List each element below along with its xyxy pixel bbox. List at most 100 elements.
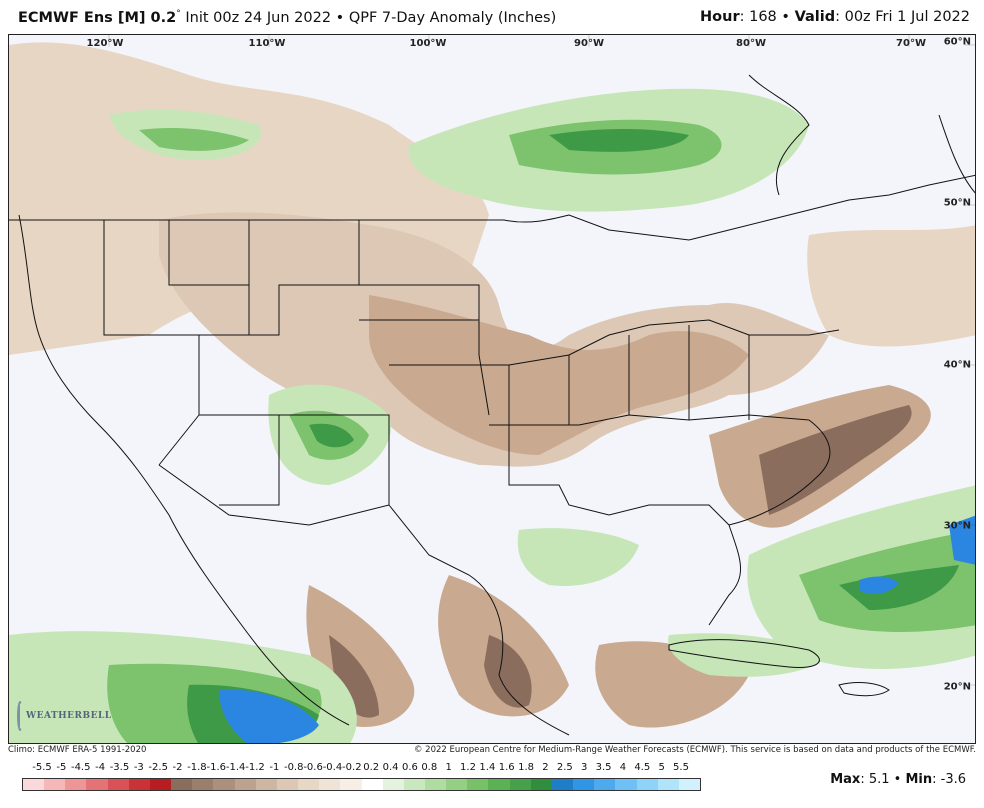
hour-value: : 168 • [739, 9, 795, 25]
colorbar-swatch [234, 779, 256, 790]
credits-line: Climo: ECMWF ERA-5 1991-2020 © 2022 Euro… [8, 745, 976, 759]
colorbar-tick-label: -5 [56, 762, 67, 773]
colorbar-swatch [446, 779, 468, 790]
colorbar-tick-label: -2.5 [148, 762, 168, 773]
title-right: Hour: 168 • Valid: 00z Fri 1 Jul 2022 [700, 9, 970, 25]
colorbar-tick-label: -0.8 [283, 762, 304, 773]
lon-label-110w: 110°W [248, 38, 286, 49]
colorbar-swatch [530, 779, 552, 790]
logo-swirl-icon [17, 701, 23, 731]
colorbar-swatch [403, 779, 425, 790]
colorbar-tick-label: -1.4 [225, 762, 246, 773]
colorbar-swatch [361, 779, 383, 790]
separator: • [331, 9, 349, 26]
colorbar-swatch [44, 779, 66, 790]
lon-label-70w: 70°W [896, 38, 926, 49]
logo-text: WEATHERBELL [26, 711, 112, 721]
lon-label-90w: 90°W [574, 38, 604, 49]
colorbar-tick-label: 0.4 [382, 762, 399, 773]
colorbar-tick-label: -4.5 [70, 762, 91, 773]
colorbar-swatch [636, 779, 658, 790]
lat-label-20n: 20°N [943, 681, 971, 693]
lon-label-100w: 100°W [409, 38, 447, 49]
colorbar-tick-label: -5.5 [32, 762, 52, 773]
colorbar-swatch [594, 779, 616, 790]
min-label: Min [905, 772, 933, 787]
colorbar-tick-label: 1 [445, 762, 452, 773]
colorbar-swatch [678, 779, 700, 790]
colorbar-swatch [382, 779, 404, 790]
wet-anomaly-layer [9, 88, 975, 743]
colorbar-swatch [551, 779, 574, 790]
colorbar-tick-label: 5 [658, 762, 665, 773]
colorbar-swatch [65, 779, 87, 790]
colorbar-swatch [192, 779, 214, 790]
colorbar-tick-label: 4.5 [634, 762, 651, 773]
boundaries-layer [9, 74, 975, 736]
map-canvas [9, 35, 975, 743]
lon-label-80w: 80°W [736, 38, 766, 49]
colorbar-tick-label: -4 [95, 762, 106, 773]
colorbar-tick-label: -3.5 [109, 762, 130, 773]
colorbar-tick-label: -0.4 [322, 762, 343, 773]
colorbar-tick-label: 2.5 [556, 762, 573, 773]
colorbar-swatch [424, 779, 447, 790]
colorbar-swatches [22, 778, 701, 791]
colorbar-swatch [319, 779, 341, 790]
colorbar-swatch [86, 779, 108, 790]
colorbar-tick-label: 1.2 [460, 762, 476, 773]
colorbar-tick-label: -1.2 [245, 762, 265, 773]
weatherbell-logo: WEATHERBELL [17, 697, 111, 735]
min-value: : -3.6 [932, 772, 966, 787]
colorbar-swatch [171, 779, 193, 790]
lat-label-40n: 40°N [943, 359, 971, 371]
colorbar-swatch [255, 779, 277, 790]
product-name: QPF 7-Day Anomaly (Inches) [348, 9, 557, 26]
lat-label-50n: 50°N [943, 197, 971, 209]
title-left: ECMWF Ens [M] 0.2° Init 00z 24 Jun 2022 … [18, 9, 556, 26]
colorbar-swatch [276, 779, 299, 790]
colorbar-swatch [340, 779, 362, 790]
colorbar-swatch [128, 779, 150, 790]
colorbar-swatch [573, 779, 595, 790]
init-time: Init 00z 24 Jun 2022 [180, 9, 332, 26]
colorbar-swatch [298, 779, 320, 790]
colorbar-tick-labels: -5.5 -5 -4.5 -4 -3.5 -3 -2.5 -2 -1.8 -1.6 -1.4 -1.2… [22, 762, 722, 777]
valid-label: Valid [794, 9, 836, 25]
valid-value: : 00z Fri 1 Jul 2022 [835, 9, 970, 25]
colorbar-tick-label: -1.8 [187, 762, 207, 773]
colorbar-swatch [467, 779, 489, 790]
colorbar-tick-label: -3 [133, 762, 144, 773]
colorbar-tick-label: 1.4 [479, 762, 496, 773]
colorbar-swatch [615, 779, 637, 790]
climo-credit: Climo: ECMWF ERA-5 1991-2020 [8, 745, 147, 755]
colorbar-legend: -5.5 -5 -4.5 -4 -3.5 -3 -2.5 -2 -1.8 -1.6 -1.4 -1.2… [22, 762, 722, 796]
graticule-layer [108, 35, 975, 686]
model-name: ECMWF Ens [M] 0.2 [18, 9, 177, 26]
colorbar-tick-label: 0.8 [421, 762, 438, 773]
colorbar-tick-label: -2 [172, 762, 183, 773]
colorbar-tick-label: 4 [619, 762, 627, 773]
colorbar-tick-label: 3 [580, 762, 588, 773]
anomaly-map[interactable]: 120°W 110°W 100°W 90°W 80°W 70°W 60°N 50… [8, 34, 976, 744]
max-min-readout: Max: 5.1 • Min: -3.6 [830, 772, 966, 787]
colorbar-swatch [107, 779, 129, 790]
colorbar-tick-label: 2 [542, 762, 549, 773]
max-label: Max [830, 772, 861, 787]
title-bar: ECMWF Ens [M] 0.2° Init 00z 24 Jun 2022 … [0, 0, 984, 34]
colorbar-swatch [509, 779, 531, 790]
hour-label: Hour [700, 9, 740, 25]
colorbar-swatch [657, 779, 679, 790]
colorbar-tick-label: 1.6 [498, 762, 515, 773]
colorbar-swatch [149, 779, 172, 790]
colorbar-swatch [488, 779, 510, 790]
colorbar-swatch [213, 779, 235, 790]
colorbar-tick-label: -0.2 [342, 762, 362, 773]
colorbar-tick-label: -1 [269, 762, 280, 773]
colorbar-tick-label: -0.6 [303, 762, 323, 773]
colorbar-tick-label: 1.8 [518, 762, 535, 773]
degree-symbol: ° [176, 8, 181, 19]
colorbar-tick-label: 3.5 [595, 762, 612, 773]
colorbar-tick-label: 0.6 [401, 762, 418, 773]
lon-label-120w: 120°W [86, 38, 124, 49]
